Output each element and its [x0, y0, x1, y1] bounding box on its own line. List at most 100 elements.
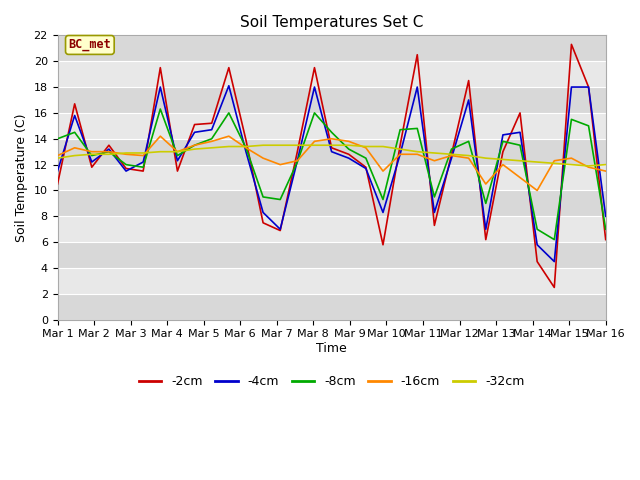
Line: -32cm: -32cm: [58, 145, 605, 166]
-32cm: [105, 151, 113, 157]
-16cm: [482, 181, 490, 187]
-16cm: [533, 188, 541, 193]
-2cm: [71, 101, 79, 107]
-16cm: [208, 138, 216, 144]
-8cm: [173, 153, 181, 158]
-16cm: [105, 149, 113, 155]
-32cm: [294, 143, 301, 148]
-2cm: [345, 151, 353, 157]
-32cm: [533, 159, 541, 165]
-4cm: [379, 210, 387, 216]
-16cm: [173, 149, 181, 155]
-32cm: [396, 146, 404, 152]
-2cm: [585, 84, 593, 90]
Bar: [58, 165, 605, 191]
-4cm: [242, 149, 250, 155]
-8cm: [568, 117, 575, 122]
-2cm: [122, 166, 130, 171]
-16cm: [585, 164, 593, 170]
-32cm: [482, 155, 490, 161]
-32cm: [516, 158, 524, 164]
-2cm: [88, 164, 95, 170]
-4cm: [54, 168, 61, 174]
X-axis label: Time: Time: [316, 342, 347, 355]
-2cm: [259, 220, 267, 226]
-16cm: [465, 155, 472, 161]
-32cm: [122, 150, 130, 156]
Bar: [58, 191, 605, 216]
-32cm: [191, 146, 198, 152]
-4cm: [533, 242, 541, 248]
-4cm: [568, 84, 575, 90]
-2cm: [276, 228, 284, 233]
-4cm: [396, 151, 404, 157]
-8cm: [225, 110, 233, 116]
-32cm: [465, 153, 472, 158]
Line: -16cm: -16cm: [58, 136, 605, 191]
Title: Soil Temperatures Set C: Soil Temperatures Set C: [240, 15, 423, 30]
Bar: [58, 113, 605, 139]
-8cm: [140, 164, 147, 170]
-8cm: [550, 237, 558, 242]
-2cm: [156, 65, 164, 71]
-4cm: [105, 146, 113, 152]
-32cm: [379, 144, 387, 149]
-2cm: [602, 237, 609, 242]
-4cm: [71, 113, 79, 119]
-8cm: [413, 126, 421, 132]
-4cm: [122, 168, 130, 174]
-2cm: [413, 52, 421, 58]
-16cm: [242, 145, 250, 151]
-16cm: [499, 162, 507, 168]
-4cm: [516, 130, 524, 135]
-4cm: [88, 159, 95, 165]
-2cm: [225, 65, 233, 71]
-8cm: [328, 130, 335, 135]
-2cm: [191, 121, 198, 127]
-8cm: [533, 227, 541, 232]
-16cm: [431, 158, 438, 164]
-2cm: [516, 110, 524, 116]
-32cm: [259, 143, 267, 148]
-4cm: [465, 97, 472, 103]
-4cm: [585, 84, 593, 90]
Y-axis label: Soil Temperature (C): Soil Temperature (C): [15, 113, 28, 242]
-32cm: [173, 149, 181, 155]
-4cm: [482, 227, 490, 232]
-32cm: [208, 145, 216, 151]
-16cm: [568, 155, 575, 161]
-16cm: [71, 145, 79, 151]
-4cm: [140, 159, 147, 165]
-32cm: [413, 149, 421, 155]
-8cm: [71, 130, 79, 135]
-8cm: [447, 146, 455, 152]
-4cm: [310, 84, 318, 90]
-4cm: [156, 84, 164, 90]
-32cm: [276, 143, 284, 148]
Bar: [58, 268, 605, 294]
Bar: [58, 294, 605, 320]
-2cm: [208, 120, 216, 126]
-4cm: [294, 158, 301, 164]
-16cm: [259, 155, 267, 161]
-2cm: [568, 41, 575, 47]
Bar: [58, 242, 605, 268]
-8cm: [191, 143, 198, 148]
-16cm: [362, 145, 370, 151]
-4cm: [259, 210, 267, 216]
-2cm: [379, 242, 387, 248]
-16cm: [396, 151, 404, 157]
-8cm: [242, 145, 250, 151]
-32cm: [310, 143, 318, 148]
Bar: [58, 10, 605, 36]
-8cm: [294, 159, 301, 165]
-32cm: [568, 162, 575, 168]
-4cm: [173, 158, 181, 164]
-8cm: [345, 146, 353, 152]
-2cm: [105, 143, 113, 148]
-2cm: [465, 78, 472, 84]
-8cm: [156, 106, 164, 112]
-2cm: [362, 164, 370, 170]
-4cm: [602, 214, 609, 219]
-2cm: [396, 143, 404, 148]
